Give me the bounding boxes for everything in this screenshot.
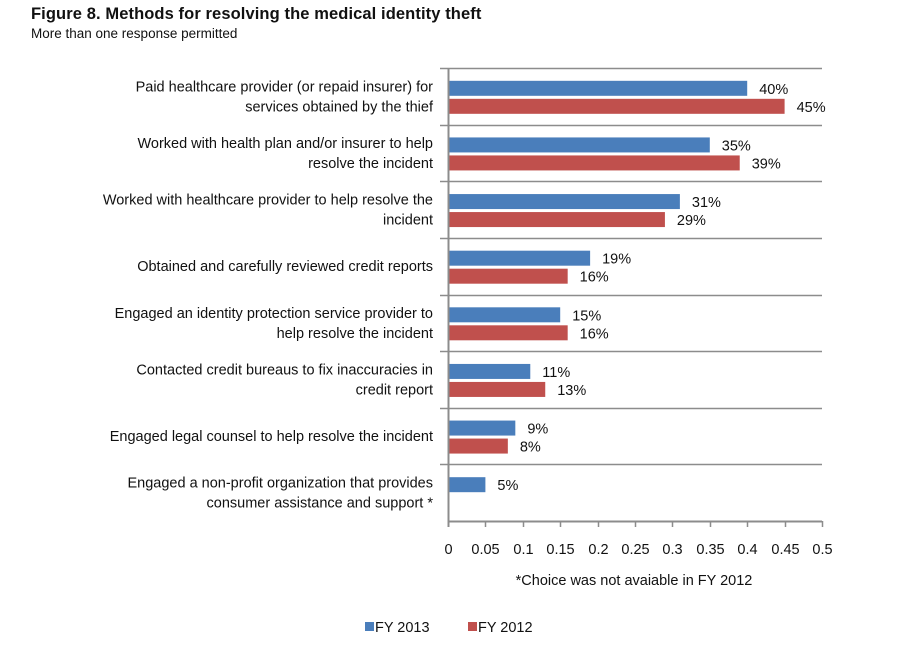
bar-fy-2013 (449, 80, 748, 96)
data-label: 31% (692, 195, 721, 211)
x-tick-label: 0.5 (812, 542, 832, 558)
data-label: 15% (572, 308, 601, 324)
bar-fy-2013 (449, 420, 516, 436)
bars-group (449, 80, 785, 493)
x-tick-label: 0.15 (546, 542, 574, 558)
data-label: 35% (722, 138, 751, 154)
x-tick-label: 0.4 (737, 542, 757, 558)
category-label: Engaged a non-profit organization that p… (127, 476, 433, 512)
category-label: Worked with healthcare provider to help … (103, 193, 433, 229)
x-tick-label: 0.1 (513, 542, 533, 558)
category-label: Paid healthcare provider (or repaid insu… (136, 79, 434, 115)
bar-fy-2013 (449, 363, 531, 379)
data-label: 16% (580, 326, 609, 342)
category-label-line: Worked with healthcare provider to help … (103, 193, 433, 209)
category-label-line: Paid healthcare provider (or repaid insu… (136, 79, 434, 95)
data-label: 11% (542, 365, 570, 381)
bar-fy-2012 (449, 98, 785, 114)
x-tick-label: 0.3 (662, 542, 682, 558)
data-label: 8% (520, 440, 541, 456)
legend-swatch (468, 622, 477, 631)
category-label-line: services obtained by the thief (245, 99, 434, 115)
chart-subtitle: More than one response permitted (31, 26, 238, 41)
legend-label: FY 2012 (478, 620, 533, 636)
category-label-line: help resolve the incident (277, 326, 433, 342)
footnote: *Choice was not avaiable in FY 2012 (516, 573, 753, 589)
category-labels-group: Paid healthcare provider (or repaid insu… (103, 79, 434, 511)
data-label: 16% (580, 270, 609, 286)
category-label-line: incident (383, 213, 433, 229)
bar-fy-2012 (449, 268, 568, 284)
bar-fy-2013 (449, 194, 680, 210)
x-tick-label: 0.05 (471, 542, 499, 558)
legend-item: FY 2013 (365, 620, 430, 636)
chart-title: Figure 8. Methods for resolving the medi… (31, 5, 482, 23)
category-label-line: Contacted credit bureaus to fix inaccura… (136, 362, 433, 378)
category-label-line: resolve the incident (308, 156, 433, 172)
x-tick-label: 0.35 (696, 542, 724, 558)
axes-group (447, 68, 822, 527)
category-label: Worked with health plan and/or insurer t… (137, 136, 433, 172)
bar-fy-2012 (449, 438, 508, 454)
legend-swatch (365, 622, 374, 631)
x-ticks-group: 0 0.05 0.1 0.15 0.2 0.25 0.3 0.35 0.4 0.45 0.5 (444, 521, 833, 558)
value-labels-group: 40% 45% 35%39% 31% 29% 19% 16% 15% 16% 11% 13% 9% 8%… (497, 82, 825, 494)
x-tick-label: 0.45 (771, 542, 799, 558)
category-label-line: credit report (356, 382, 433, 398)
bar-fy-2012 (449, 155, 740, 171)
data-label: 39% (752, 156, 781, 172)
category-label: Obtained and carefully reviewed credit r… (137, 259, 433, 275)
bar-fy-2012 (449, 381, 546, 397)
category-label-line: consumer assistance and support * (207, 496, 434, 512)
bar-fy-2013 (449, 477, 486, 493)
data-label: 9% (527, 422, 548, 438)
category-label: Engaged legal counsel to help resolve th… (110, 429, 433, 445)
data-label: 5% (497, 478, 518, 494)
x-tick-label: 0.2 (588, 542, 608, 558)
legend-label: FY 2013 (375, 620, 430, 636)
category-label-line: Obtained and carefully reviewed credit r… (137, 259, 433, 275)
category-label: Contacted credit bureaus to fix inaccura… (136, 362, 433, 398)
bar-fy-2013 (449, 137, 710, 153)
legend-item: FY 2012 (468, 620, 533, 636)
data-label: 40% (759, 82, 788, 98)
category-label: Engaged an identity protection service p… (115, 306, 433, 342)
bar-fy-2013 (449, 250, 591, 266)
category-label-line: Engaged a non-profit organization that p… (127, 476, 433, 492)
legend: FY 2013 FY 2012 (365, 620, 533, 636)
category-separators (440, 67, 822, 466)
bar-fy-2013 (449, 307, 561, 323)
bar-fy-2012 (449, 325, 568, 341)
category-label-line: Worked with health plan and/or insurer t… (137, 136, 433, 152)
x-tick-label: 0.25 (621, 542, 649, 558)
bar-fy-2012 (449, 212, 665, 228)
data-label: 29% (677, 213, 706, 229)
category-label-line: Engaged an identity protection service p… (115, 306, 433, 322)
x-tick-label: 0 (444, 542, 452, 558)
data-label: 45% (797, 100, 826, 116)
category-label-line: Engaged legal counsel to help resolve th… (110, 429, 433, 445)
data-label: 19% (602, 252, 631, 268)
data-label: 13% (557, 383, 586, 399)
